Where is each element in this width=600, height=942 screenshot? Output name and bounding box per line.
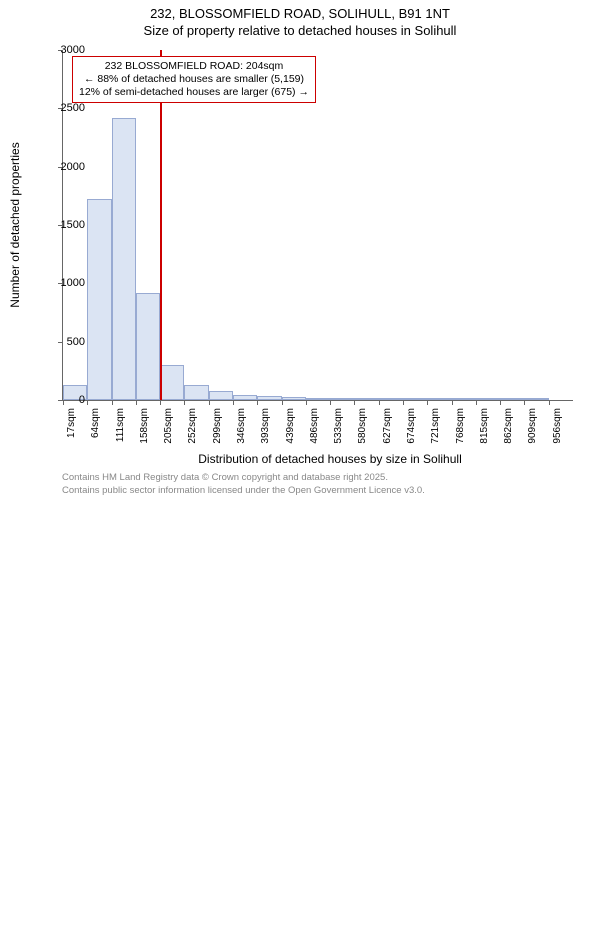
x-tick-label: 768sqm	[455, 408, 466, 553]
histogram-bar	[330, 398, 354, 400]
x-tick-label: 956sqm	[552, 408, 563, 456]
histogram-bar	[476, 398, 500, 400]
histogram-bar	[500, 398, 524, 400]
histogram-bar	[282, 397, 306, 401]
x-tick-label: 299sqm	[212, 408, 223, 796]
annotation-line: 12% of semi-detached houses are larger (…	[79, 86, 309, 99]
y-tick-label: 2000	[61, 161, 85, 173]
x-tick-label: 64sqm	[90, 408, 101, 918]
histogram-bar	[524, 398, 548, 400]
histogram-bar	[452, 398, 476, 400]
x-tick-label: 862sqm	[503, 408, 514, 505]
x-tick-label: 158sqm	[139, 408, 150, 869]
chart-title: 232, BLOSSOMFIELD ROAD, SOLIHULL, B91 1N…	[0, 0, 600, 23]
histogram-bar	[379, 398, 403, 400]
x-tick-label: 252sqm	[187, 408, 198, 821]
x-tick-label: 815sqm	[479, 408, 490, 529]
histogram-bar	[354, 398, 378, 400]
histogram-bar	[184, 385, 208, 400]
x-tick-label: 627sqm	[382, 408, 393, 626]
x-tick-label: 909sqm	[527, 408, 538, 481]
y-tick-label: 3000	[61, 44, 85, 56]
histogram-bar	[257, 396, 281, 400]
histogram-bar	[87, 199, 111, 400]
histogram-bar	[403, 398, 427, 400]
histogram-bar	[160, 365, 184, 400]
x-tick-label: 721sqm	[430, 408, 441, 578]
x-tick-label: 205sqm	[163, 408, 174, 845]
y-tick-label: 1000	[61, 277, 85, 289]
y-tick-label: 1500	[61, 219, 85, 231]
y-tick-label: 2500	[61, 102, 85, 114]
histogram-bar	[112, 118, 136, 400]
chart-subtitle: Size of property relative to detached ho…	[0, 23, 600, 38]
histogram-bar	[233, 395, 257, 400]
x-tick-label: 111sqm	[115, 408, 126, 893]
histogram-bar	[306, 398, 330, 400]
histogram-bar	[209, 391, 233, 400]
y-axis-label: Number of detached properties	[8, 142, 22, 307]
chart-container: 232, BLOSSOMFIELD ROAD, SOLIHULL, B91 1N…	[0, 0, 600, 500]
x-tick-label: 580sqm	[357, 408, 368, 651]
histogram-bar	[427, 398, 451, 400]
x-tick-label: 533sqm	[333, 408, 344, 675]
x-tick-label: 439sqm	[285, 408, 296, 723]
y-tick-label: 500	[67, 336, 85, 348]
annotation-box: 232 BLOSSOMFIELD ROAD: 204sqm← 88% of de…	[72, 56, 316, 103]
x-tick-label: 486sqm	[309, 408, 320, 699]
annotation-line: 232 BLOSSOMFIELD ROAD: 204sqm	[79, 60, 309, 73]
x-tick-label: 674sqm	[406, 408, 417, 602]
x-tick-label: 17sqm	[66, 408, 77, 942]
annotation-line: ← 88% of detached houses are smaller (5,…	[79, 73, 309, 86]
histogram-bar	[136, 293, 160, 400]
y-tick-label: 0	[79, 394, 85, 406]
x-tick-label: 346sqm	[236, 408, 247, 772]
x-tick-label: 393sqm	[260, 408, 271, 748]
